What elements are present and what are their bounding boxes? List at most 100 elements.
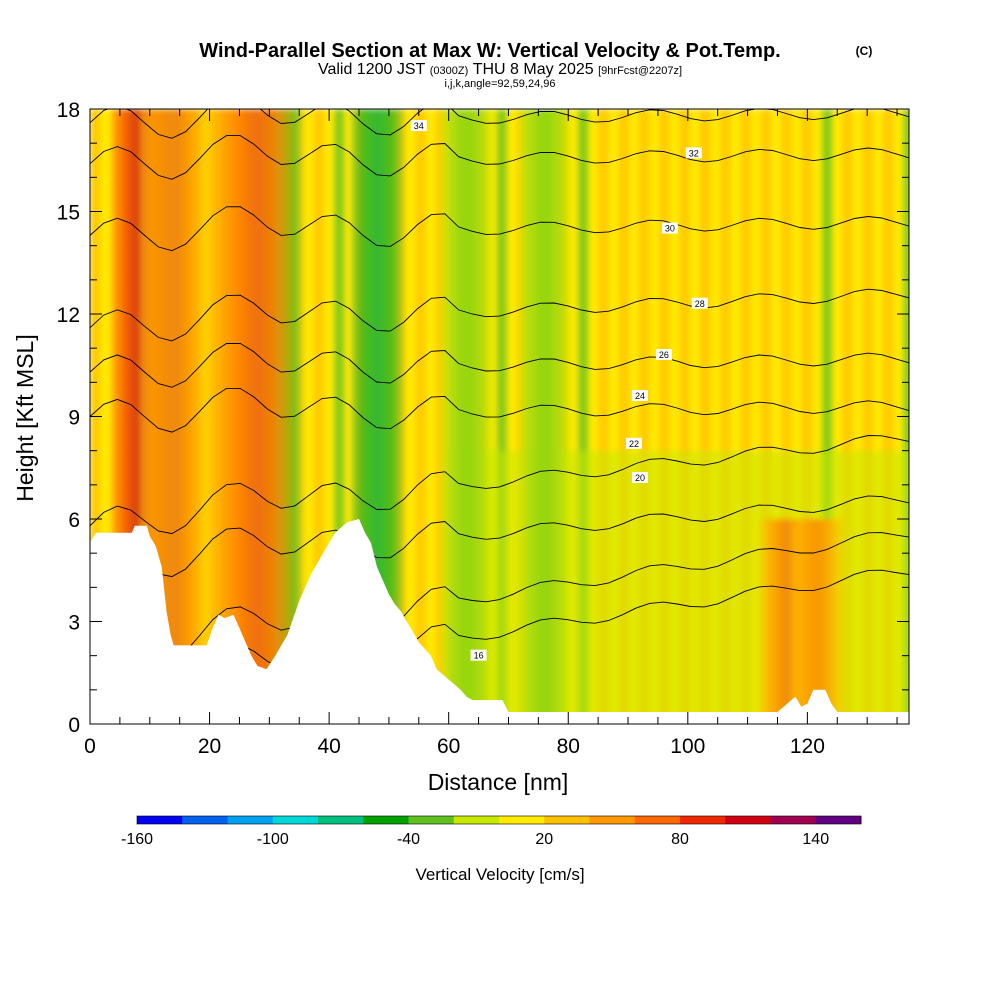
x-tick-label: 100 bbox=[670, 735, 705, 758]
y-axis: 0 3 6 9 12 15 18 bbox=[57, 99, 909, 737]
contour-label: 34 bbox=[414, 121, 424, 131]
contour-label-bg bbox=[631, 390, 648, 401]
terrain-mask bbox=[90, 519, 909, 724]
contour-label: 28 bbox=[695, 299, 705, 309]
colorbar-tick-label: 20 bbox=[535, 831, 553, 848]
copyright-mark: (C) bbox=[856, 44, 873, 58]
field-band bbox=[415, 109, 426, 724]
colorbar-swatch bbox=[680, 816, 726, 824]
contour-label: 20 bbox=[635, 473, 645, 483]
colorbar-tick-label: -160 bbox=[121, 831, 153, 848]
contour-label-bg bbox=[626, 437, 643, 449]
field-band bbox=[618, 109, 630, 724]
theta-contour-28 bbox=[90, 288, 909, 342]
colorbar-frame bbox=[136, 815, 862, 825]
contour-label: 22 bbox=[629, 439, 639, 449]
colorbar-swatch bbox=[318, 816, 364, 824]
valid-date: THU 8 May 2025 bbox=[473, 61, 594, 78]
theta-contour-20 bbox=[90, 495, 909, 578]
chart-subtitle: Valid 1200 JST (0300Z) THU 8 May 2025 [9… bbox=[318, 61, 682, 78]
colorbar: -160 -100 -40 20 80 140 bbox=[121, 815, 862, 848]
theta-contour-22 bbox=[90, 435, 909, 535]
colorbar-tick-label: -40 bbox=[397, 831, 420, 848]
y-tick-label: 12 bbox=[57, 304, 80, 327]
contour-label-bg bbox=[631, 472, 648, 483]
field-band bbox=[740, 109, 752, 724]
y-axis-label: Height [Kft MSL] bbox=[12, 334, 38, 501]
field-band bbox=[862, 109, 874, 724]
x-tick-label: 20 bbox=[198, 735, 221, 758]
x-tick-label: 80 bbox=[557, 735, 580, 758]
colorbar-tick-label: -100 bbox=[257, 831, 289, 848]
field-band bbox=[821, 109, 833, 724]
colorbar-swatch bbox=[499, 816, 545, 824]
contour-label-bg bbox=[685, 147, 702, 159]
x-tick-label: 60 bbox=[437, 735, 460, 758]
field-band bbox=[720, 109, 731, 724]
colorbar-swatch bbox=[227, 816, 274, 824]
field-band bbox=[577, 109, 589, 724]
y-tick-label: 15 bbox=[57, 202, 80, 225]
field-band bbox=[313, 109, 325, 724]
field-band bbox=[842, 109, 853, 724]
contour-label: 16 bbox=[474, 651, 484, 661]
x-tick-label: 40 bbox=[317, 735, 340, 758]
contour-label-bg bbox=[691, 297, 708, 309]
x-axis: 0 20 40 60 80 100 120 bbox=[84, 109, 898, 758]
contour-label-bg bbox=[410, 120, 427, 132]
contour-label-bg bbox=[655, 349, 672, 360]
theta-contour-18 bbox=[90, 532, 909, 661]
colorbar-swatch bbox=[725, 816, 771, 824]
contour-label: 24 bbox=[635, 391, 645, 401]
contour-label-bg bbox=[661, 222, 678, 234]
colorbar-swatch bbox=[815, 816, 862, 824]
field-band bbox=[638, 109, 650, 724]
valid-utc: (0300Z) bbox=[430, 65, 469, 77]
x-axis-label: Distance [nm] bbox=[428, 769, 569, 795]
x-tick-label: 0 bbox=[84, 735, 96, 758]
colorbar-swatch bbox=[453, 816, 500, 824]
contour-label: 26 bbox=[659, 350, 669, 360]
field-band bbox=[333, 109, 345, 724]
colorbar-swatch bbox=[363, 816, 409, 824]
colorbar-swatch bbox=[589, 816, 636, 824]
theta-contour-24 bbox=[90, 387, 909, 433]
contour-label-bg bbox=[470, 649, 487, 661]
section-params: i,j,k,angle=92,59,24,96 bbox=[444, 78, 555, 90]
contour-label: 32 bbox=[689, 148, 699, 158]
field-band bbox=[699, 109, 711, 724]
field-band bbox=[598, 109, 609, 724]
downdraft-column bbox=[518, 109, 571, 724]
contour-label: 30 bbox=[665, 224, 675, 234]
colorbar-label: Vertical Velocity [cm/s] bbox=[415, 865, 584, 884]
theta-contour-30 bbox=[90, 206, 909, 252]
forecast-info: [9hrFcst@2207z] bbox=[598, 65, 682, 77]
field-band bbox=[659, 109, 670, 724]
colorbar-swatch bbox=[408, 816, 455, 824]
plot-area: 16 20 22 24 26 28 30 32 34 bbox=[90, 109, 909, 724]
field-band bbox=[882, 109, 894, 724]
theta-contour-32 bbox=[90, 135, 909, 180]
colorbar-swatch bbox=[770, 816, 817, 824]
x-tick-label: 120 bbox=[790, 735, 825, 758]
colorbar-swatch bbox=[272, 816, 319, 824]
y-tick-label: 18 bbox=[57, 99, 80, 122]
theta-contour-26 bbox=[90, 342, 909, 388]
colorbar-swatch bbox=[137, 816, 183, 824]
y-tick-label: 9 bbox=[68, 407, 80, 430]
chart-title: Wind-Parallel Section at Max W: Vertical… bbox=[199, 40, 780, 62]
field-band bbox=[679, 109, 691, 724]
field-band bbox=[781, 109, 792, 724]
colorbar-swatch bbox=[634, 816, 681, 824]
field-band bbox=[760, 109, 772, 724]
colorbar-swatch bbox=[182, 816, 228, 824]
valid-time: Valid 1200 JST bbox=[318, 61, 426, 78]
y-tick-label: 0 bbox=[68, 714, 80, 737]
y-tick-label: 3 bbox=[68, 612, 80, 635]
field-band bbox=[801, 109, 813, 724]
colorbar-tick-label: 80 bbox=[671, 831, 689, 848]
colorbar-tick-label: 140 bbox=[802, 831, 829, 848]
y-tick-label: 6 bbox=[68, 509, 80, 532]
colorbar-swatch bbox=[544, 816, 590, 824]
